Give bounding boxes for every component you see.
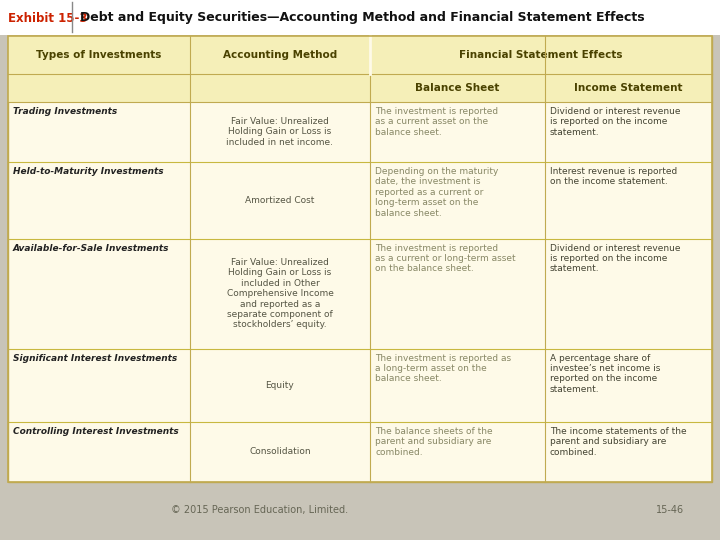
Text: Dividend or interest revenue
is reported on the income
statement.: Dividend or interest revenue is reported…	[550, 244, 680, 273]
Text: Accounting Method: Accounting Method	[223, 50, 337, 60]
Text: Fair Value: Unrealized
Holding Gain or Loss is
included in Other
Comprehensive I: Fair Value: Unrealized Holding Gain or L…	[227, 258, 333, 329]
Bar	[0, 0, 720, 35]
Text: The investment is reported as
a long-term asset on the
balance sheet.: The investment is reported as a long-ter…	[375, 354, 511, 383]
Bar	[8, 36, 712, 482]
Text: Interest revenue is reported
on the income statement.: Interest revenue is reported on the inco…	[550, 167, 678, 186]
Text: Income Statement: Income Statement	[575, 83, 683, 93]
Text: © 2015 Pearson Education, Limited.: © 2015 Pearson Education, Limited.	[171, 505, 348, 515]
Text: Controlling Interest Investments: Controlling Interest Investments	[13, 427, 179, 436]
Text: The balance sheets of the
parent and subsidiary are
combined.: The balance sheets of the parent and sub…	[375, 427, 492, 457]
Text: Held-to-Maturity Investments: Held-to-Maturity Investments	[13, 167, 163, 176]
Bar	[8, 36, 712, 102]
Text: Financial Statement Effects: Financial Statement Effects	[459, 50, 623, 60]
Text: Depending on the maturity
date, the investment is
reported as a current or
long-: Depending on the maturity date, the inve…	[375, 167, 498, 218]
Text: Exhibit 15-3: Exhibit 15-3	[8, 11, 88, 24]
Text: Equity: Equity	[266, 381, 294, 390]
Text: Trading Investments: Trading Investments	[13, 107, 117, 116]
Text: Fair Value: Unrealized
Holding Gain or Loss is
included in net income.: Fair Value: Unrealized Holding Gain or L…	[227, 117, 333, 147]
Text: Debt and Equity Securities—Accounting Method and Financial Statement Effects: Debt and Equity Securities—Accounting Me…	[80, 11, 644, 24]
Text: The investment is reported
as a current or long-term asset
on the balance sheet.: The investment is reported as a current …	[375, 244, 516, 273]
Text: Significant Interest Investments: Significant Interest Investments	[13, 354, 177, 363]
Text: The income statements of the
parent and subsidiary are
combined.: The income statements of the parent and …	[550, 427, 687, 457]
Text: Consolidation: Consolidation	[249, 448, 311, 456]
Text: Types of Investments: Types of Investments	[36, 50, 162, 60]
Text: Balance Sheet: Balance Sheet	[415, 83, 500, 93]
Text: Amortized Cost: Amortized Cost	[246, 196, 315, 205]
Bar	[8, 36, 712, 482]
Text: 15-46: 15-46	[656, 505, 684, 515]
Text: Available-for-Sale Investments: Available-for-Sale Investments	[13, 244, 169, 253]
Text: Dividend or interest revenue
is reported on the income
statement.: Dividend or interest revenue is reported…	[550, 107, 680, 137]
Text: The investment is reported
as a current asset on the
balance sheet.: The investment is reported as a current …	[375, 107, 498, 137]
Text: A percentage share of
investee’s net income is
reported on the income
statement.: A percentage share of investee’s net inc…	[550, 354, 660, 394]
